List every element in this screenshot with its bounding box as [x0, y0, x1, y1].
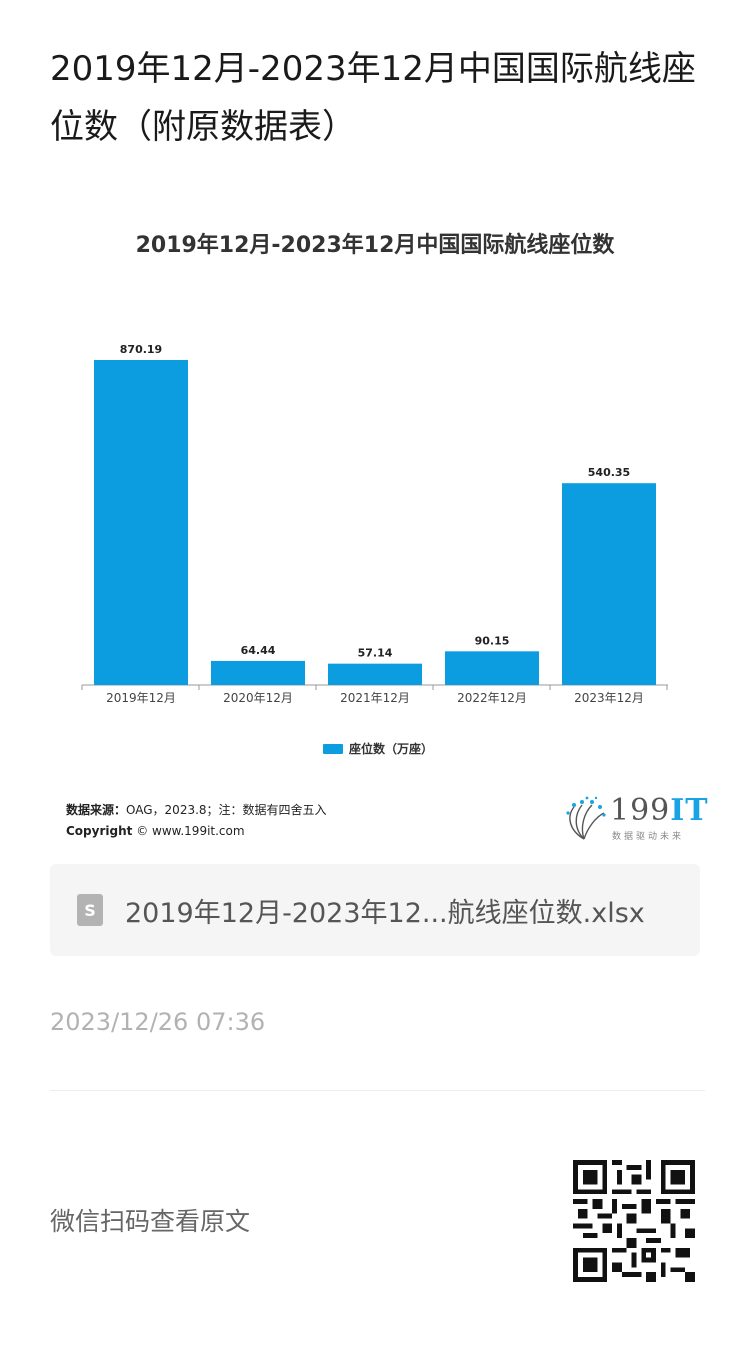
source-text: OAG，2023.8；注：数据有四舍五入	[126, 803, 327, 817]
copyright-label: Copyright	[66, 824, 133, 838]
scan-to-view-text: 微信扫码查看原文	[50, 1207, 251, 1236]
bar	[94, 360, 188, 685]
chart-legend: 座位数（万座）	[323, 740, 433, 757]
logo-accent: IT	[670, 793, 709, 828]
chart-image: 870.19 2019年12月 64.44 2020年12月 57.14 2021年12月…	[50, 205, 708, 845]
x-tick-label: 2022年12月	[457, 691, 527, 705]
logo-main: 199	[610, 793, 671, 828]
publish-timestamp: 2023/12/26 07:36	[50, 1008, 266, 1036]
logo-tagline: 数据驱动未来	[612, 832, 685, 842]
bar	[328, 663, 422, 685]
bar	[445, 651, 539, 685]
chart-title: 2019年12月-2023年12月中国国际航线座位数	[135, 233, 615, 258]
bar-data-label: 870.19	[120, 343, 162, 356]
attachment-file-name: 2019年12月-2023年12...航线座位数.xlsx	[125, 897, 645, 929]
x-tick-label: 2020年12月	[223, 691, 293, 705]
bar-data-label: 64.44	[241, 644, 276, 657]
bar	[211, 660, 305, 685]
attachment-card[interactable]: S 2019年12月-2023年12...航线座位数.xlsx	[50, 864, 700, 956]
x-tick-label: 2021年12月	[340, 691, 410, 705]
legend-swatch	[323, 743, 343, 754]
bar	[562, 483, 656, 685]
x-tick-label: 2023年12月	[574, 691, 644, 705]
x-tick-label: 2019年12月	[106, 691, 176, 705]
bar-chart: 870.19 2019年12月 64.44 2020年12月 57.14 2021年12月…	[81, 343, 668, 705]
qr-code-icon[interactable]	[573, 1160, 695, 1282]
chart-source: 数据来源：OAG，2023.8；注：数据有四舍五入 Copyright © ww…	[66, 800, 327, 842]
copyright-text: © www.199it.com	[136, 824, 245, 838]
bar-data-label: 90.15	[475, 634, 510, 647]
page-title: 2019年12月-2023年12月中国国际航线座位数（附原数据表）	[50, 49, 696, 147]
spreadsheet-file-icon: S	[77, 894, 103, 926]
source-label: 数据来源：	[66, 803, 127, 817]
divider	[50, 1090, 705, 1091]
legend-label: 座位数（万座）	[349, 742, 434, 756]
bar-data-label: 540.35	[588, 466, 630, 479]
brand-logo: 199IT 数据驱动未来	[560, 793, 708, 845]
logo-swirl-icon	[566, 796, 606, 840]
logo-text: 199IT	[610, 793, 709, 828]
bar-data-label: 57.14	[358, 647, 393, 660]
